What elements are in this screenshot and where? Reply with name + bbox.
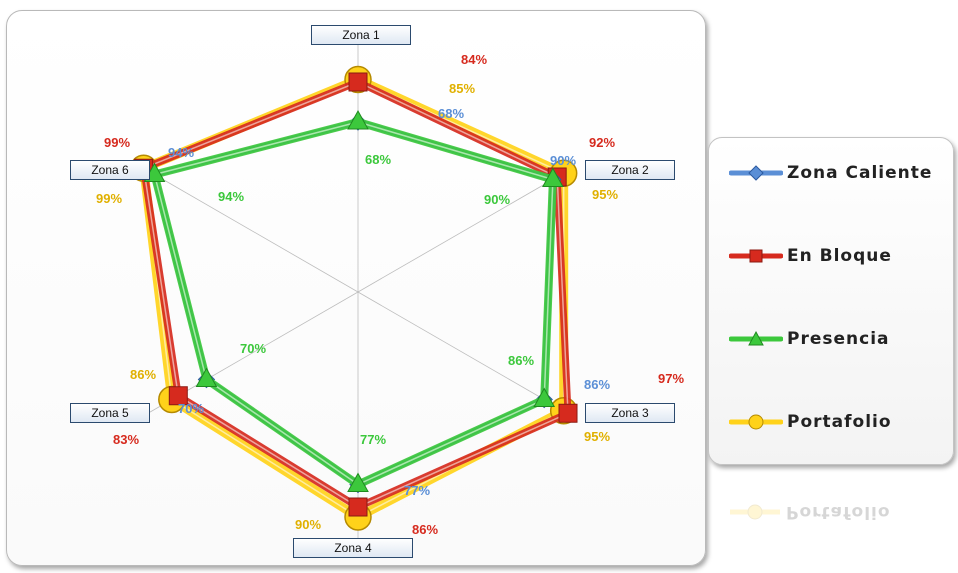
- zone-label-5: Zona 5: [70, 403, 150, 423]
- zone-label-4: Zona 4: [293, 538, 413, 558]
- radar-spoke-2: [358, 167, 575, 292]
- data-label: 68%: [365, 152, 391, 167]
- legend-item-zona-caliente: Zona Caliente: [729, 158, 932, 188]
- marker-en-bloque-4: [349, 498, 367, 516]
- legend-label-en-bloque: En Bloque: [787, 246, 892, 266]
- radar-chart: 84% 85% 68% 68% 92% 90% 95% 90% 97% 86% 95% 86% 77% 7…: [0, 0, 710, 573]
- legend-reflection: Portafolio: [728, 492, 928, 532]
- zone-label-3: Zona 3: [585, 403, 675, 423]
- data-label: 90%: [484, 192, 510, 207]
- legend-swatch-en-bloque: [729, 246, 783, 266]
- legend-swatch-presencia: [729, 329, 783, 349]
- data-label: 94%: [168, 145, 194, 160]
- legend-label-zona-caliente: Zona Caliente: [787, 163, 932, 183]
- marker-en-bloque-1: [349, 73, 367, 91]
- data-label: 86%: [130, 367, 156, 382]
- data-label: 83%: [113, 432, 139, 447]
- data-label: 99%: [96, 191, 122, 206]
- legend: Zona Caliente En Bloque Presencia Portaf…: [708, 137, 954, 465]
- marker-en-bloque-3: [559, 404, 577, 422]
- legend-reflection-swatch: [728, 502, 782, 522]
- data-label: 94%: [218, 189, 244, 204]
- data-label: 70%: [178, 401, 204, 416]
- zone-label-1: Zona 1: [311, 25, 411, 45]
- data-label: 86%: [508, 353, 534, 368]
- legend-swatch-zona-caliente: [729, 163, 783, 183]
- data-label: 85%: [449, 81, 475, 96]
- data-label: 86%: [584, 377, 610, 392]
- data-label: 77%: [360, 432, 386, 447]
- legend-item-presencia: Presencia: [729, 324, 890, 354]
- data-label: 84%: [461, 52, 487, 67]
- data-label: 95%: [584, 429, 610, 444]
- legend-item-portafolio: Portafolio: [729, 407, 892, 437]
- zone-label-2: Zona 2: [585, 160, 675, 180]
- zone-label-6: Zona 6: [70, 160, 150, 180]
- data-label: 97%: [658, 371, 684, 386]
- legend-swatch-portafolio: [729, 412, 783, 432]
- marker-presencia-5: [196, 369, 216, 387]
- data-label: 90%: [550, 153, 576, 168]
- data-label: 99%: [104, 135, 130, 150]
- legend-reflection-label: Portafolio: [786, 502, 891, 522]
- legend-item-en-bloque: En Bloque: [729, 241, 892, 271]
- data-label: 77%: [404, 483, 430, 498]
- radar-spoke-6: [141, 167, 358, 292]
- data-label: 68%: [438, 106, 464, 121]
- data-label: 95%: [592, 187, 618, 202]
- legend-label-portafolio: Portafolio: [787, 412, 892, 432]
- marker-presencia-3: [534, 389, 554, 407]
- data-label: 90%: [295, 517, 321, 532]
- legend-label-presencia: Presencia: [787, 329, 890, 349]
- data-label: 86%: [412, 522, 438, 537]
- data-label: 92%: [589, 135, 615, 150]
- data-label: 70%: [240, 341, 266, 356]
